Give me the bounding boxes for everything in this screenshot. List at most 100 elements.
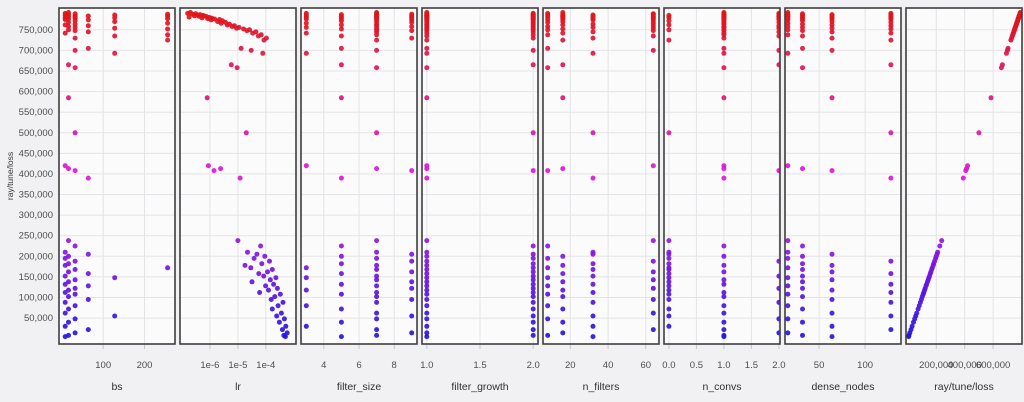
trial-point [263, 283, 269, 289]
trial-point [424, 287, 430, 293]
trial-point [85, 297, 91, 302]
trial-point [530, 255, 536, 261]
trial-point [374, 262, 380, 268]
trial-point [590, 17, 596, 23]
trial-point [721, 290, 727, 295]
trial-point [303, 20, 309, 26]
trial-point [409, 24, 415, 29]
trial-point [72, 168, 78, 174]
trial-point [338, 291, 344, 297]
points-layer [666, 10, 780, 340]
trial-point [666, 291, 672, 297]
trial-point [303, 50, 309, 56]
trial-point [829, 323, 835, 329]
x-tick-label: 1e-5 [228, 360, 247, 371]
trial-point [424, 275, 430, 281]
trial-point [62, 17, 68, 22]
trial-point [829, 47, 835, 53]
panel-n_convs: 0.0 0.5 1.0 1.5 2.0 n_convs [662, 7, 786, 393]
y-tick-label: 600,000 [19, 87, 53, 98]
trial-point [424, 95, 430, 101]
trial-point [338, 281, 344, 287]
x-axis-title: filter_growth [451, 381, 508, 393]
panel-filter_growth: 1.0 1.5 2.0 filter_growth [420, 7, 540, 393]
trial-point [545, 291, 551, 297]
trial-point [545, 168, 551, 174]
points-layer [185, 10, 290, 340]
trial-point [776, 168, 780, 174]
trial-point [62, 334, 68, 340]
trial-point [260, 50, 266, 56]
trial-point [66, 238, 71, 244]
trial-point [424, 37, 430, 43]
x-tick-label: 100 [857, 360, 873, 371]
x-tick-label: 1e-6 [200, 360, 219, 371]
trial-point [244, 28, 250, 34]
trial-point [338, 334, 344, 340]
trial-point [530, 285, 536, 291]
trial-point [66, 62, 71, 68]
trial-point [424, 258, 430, 264]
trial-point [409, 330, 415, 336]
trial-point [275, 303, 281, 309]
trial-point [888, 271, 894, 277]
trial-point [721, 253, 727, 259]
trial-point [721, 166, 727, 172]
trial-point [829, 95, 835, 101]
trial-point [338, 62, 344, 68]
trial-point [888, 130, 894, 136]
x-tick-label: 200 [137, 360, 153, 371]
trial-point [800, 306, 805, 312]
trial-point [906, 334, 912, 340]
trial-point [666, 297, 672, 302]
trial-point [560, 166, 566, 172]
trial-point [545, 255, 551, 261]
trial-point [280, 299, 286, 305]
trial-point [666, 275, 672, 281]
x-axis-title: ray/tune/loss [934, 381, 994, 393]
trial-point [62, 281, 68, 287]
points-layer [303, 10, 415, 340]
trial-point [424, 45, 430, 51]
trial-point [303, 265, 309, 271]
trial-point [530, 168, 536, 174]
trial-point [650, 277, 656, 283]
trial-point [204, 95, 210, 101]
trial-point [424, 262, 430, 268]
panel-filter_size: 4 6 8 filter_size [300, 7, 418, 393]
trial-point [776, 33, 780, 39]
trial-point [245, 249, 250, 255]
trial-point [72, 291, 78, 297]
trial-point [888, 175, 894, 181]
trial-point [666, 283, 672, 289]
x-tick-label: 4 [321, 360, 326, 371]
points-layer [62, 10, 171, 340]
trial-point [590, 24, 596, 30]
trial-point [276, 319, 282, 325]
points-layer [545, 10, 656, 340]
trial-point [888, 299, 894, 305]
trial-point [666, 238, 672, 244]
trial-point [374, 130, 380, 136]
trial-point [785, 283, 791, 289]
trial-point [259, 261, 265, 267]
trial-point [829, 251, 835, 257]
y-tick-label: 250,000 [19, 231, 53, 242]
trial-point [721, 281, 727, 287]
trial-point [85, 327, 91, 333]
trial-point [72, 316, 78, 322]
trial-point [545, 332, 551, 338]
trial-point [530, 251, 536, 257]
points-layer [785, 10, 894, 340]
trial-point [666, 313, 672, 319]
trial-point [776, 62, 780, 68]
trial-point [234, 65, 240, 71]
trial-point [590, 290, 596, 295]
trial-point [62, 299, 68, 305]
trial-point [424, 297, 430, 302]
x-tick-label: 0.5 [690, 360, 703, 371]
y-axis-title: ray/tune/loss [5, 152, 15, 200]
trial-point [988, 95, 994, 101]
trial-point [374, 290, 380, 295]
